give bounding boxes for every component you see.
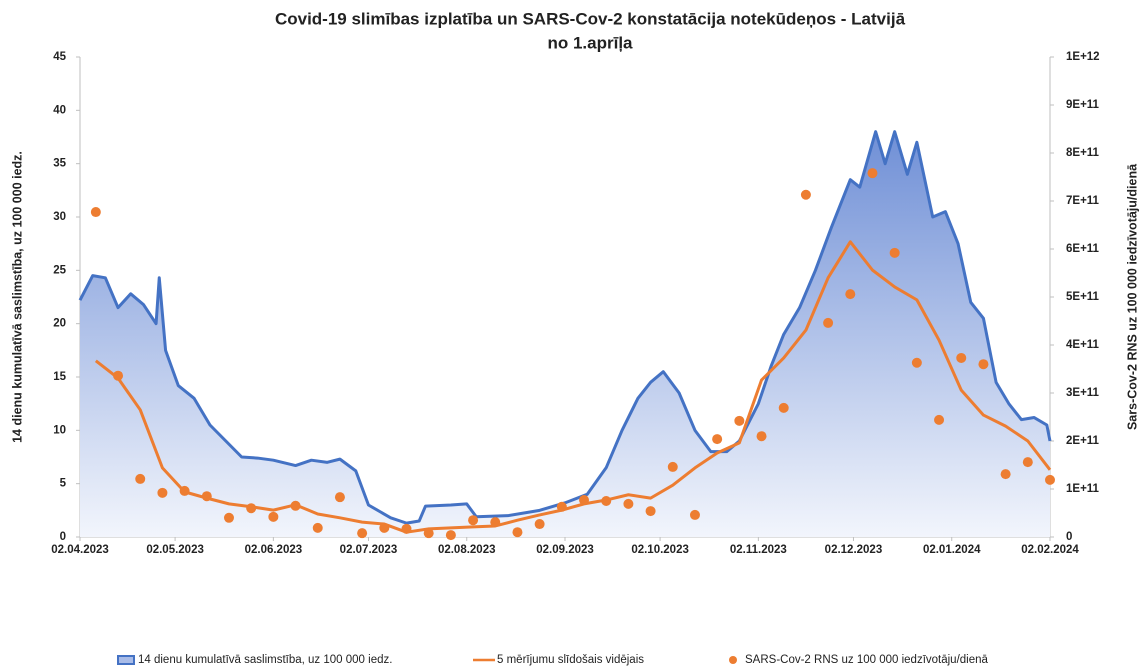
point <box>712 434 723 445</box>
legend-label: 5 mērījumu slīdošais vidējais <box>497 654 644 666</box>
chart-title: Covid-19 slimības izplatība un SARS-Cov-… <box>275 9 906 28</box>
legend-label: 14 dienu kumulatīvā saslimstība, uz 100 … <box>138 654 392 666</box>
y2-tick-label: 5E+11 <box>1066 291 1100 303</box>
point <box>756 431 767 442</box>
point <box>734 415 745 426</box>
point <box>90 207 101 218</box>
y2-tick-label: 7E+11 <box>1066 195 1100 207</box>
point <box>534 519 545 530</box>
point <box>490 517 501 528</box>
x-tick-label: 02.10.2023 <box>631 544 689 556</box>
area-line <box>78 130 1052 525</box>
x-tick-label: 02.12.2023 <box>825 544 883 556</box>
y2-tick-label: 8E+11 <box>1066 147 1100 159</box>
point <box>157 487 168 498</box>
point <box>445 530 456 541</box>
legend-swatch <box>729 656 737 664</box>
point <box>468 515 479 526</box>
area-fill <box>80 131 1050 537</box>
x-tick-label: 02.09.2023 <box>536 544 594 556</box>
point <box>268 511 279 522</box>
point <box>556 501 567 512</box>
y2-tick-label: 0 <box>1066 531 1072 543</box>
point <box>978 359 989 370</box>
legend-swatch <box>117 655 135 665</box>
point <box>401 523 412 534</box>
y-axis-title: 14 dienu kumulatīvā saslimstība, uz 100 … <box>10 151 24 443</box>
point <box>201 491 212 502</box>
x-tick-label: 02.05.2023 <box>146 544 204 556</box>
y2-axis-title: Sars-Cov-2 RNS uz 100 000 iedzīvotāju/di… <box>1125 163 1139 430</box>
point <box>379 522 390 533</box>
point <box>357 528 368 539</box>
point <box>179 485 190 496</box>
x-tick-label: 02.07.2023 <box>340 544 398 556</box>
point <box>956 352 967 363</box>
point <box>778 402 789 413</box>
y-tick-label: 15 <box>53 371 66 383</box>
point <box>512 527 523 538</box>
legend-label: SARS-Cov-2 RNS uz 100 000 iedzīvotāju/di… <box>745 654 989 666</box>
y2-tick-label: 2E+11 <box>1066 435 1100 447</box>
y2-tick-label: 1E+12 <box>1066 51 1100 63</box>
point <box>423 528 434 539</box>
y-tick-label: 0 <box>60 531 66 543</box>
point <box>579 495 590 506</box>
y2-tick-label: 6E+11 <box>1066 243 1100 255</box>
x-tick-label: 02.04.2023 <box>51 544 109 556</box>
y-tick-label: 10 <box>53 424 66 436</box>
y2-tick-label: 1E+11 <box>1066 483 1100 495</box>
point <box>246 503 257 514</box>
x-tick-label: 02.02.2024 <box>1021 544 1079 556</box>
point <box>1000 469 1011 480</box>
point <box>867 168 878 179</box>
y-tick-label: 30 <box>53 211 66 223</box>
y-tick-label: 25 <box>53 264 66 276</box>
point <box>334 492 345 503</box>
point <box>823 317 834 328</box>
point <box>667 461 678 472</box>
point <box>1045 474 1055 485</box>
point <box>312 522 323 533</box>
chart-title: no 1.aprīļa <box>547 33 633 52</box>
point <box>113 370 124 381</box>
point <box>689 509 700 520</box>
y-tick-label: 40 <box>53 104 66 116</box>
y-tick-label: 45 <box>53 51 66 63</box>
point <box>290 500 301 511</box>
y2-tick-label: 4E+11 <box>1066 339 1100 351</box>
x-tick-label: 02.11.2023 <box>730 544 787 556</box>
point <box>135 473 146 484</box>
point <box>1022 457 1033 468</box>
point <box>934 414 945 425</box>
x-tick-label: 02.06.2023 <box>245 544 303 556</box>
point <box>223 512 234 523</box>
point <box>623 498 634 509</box>
x-tick-label: 02.01.2024 <box>923 544 981 556</box>
y-tick-label: 20 <box>53 318 66 330</box>
y2-tick-label: 9E+11 <box>1066 99 1100 111</box>
point <box>845 289 856 300</box>
point <box>645 506 656 517</box>
point <box>889 247 900 258</box>
y-tick-label: 35 <box>53 158 66 170</box>
point <box>601 496 612 506</box>
x-tick-label: 02.08.2023 <box>438 544 496 556</box>
y-tick-label: 5 <box>60 478 67 490</box>
point <box>911 357 922 368</box>
y2-tick-label: 3E+11 <box>1066 387 1100 399</box>
point <box>800 189 811 200</box>
